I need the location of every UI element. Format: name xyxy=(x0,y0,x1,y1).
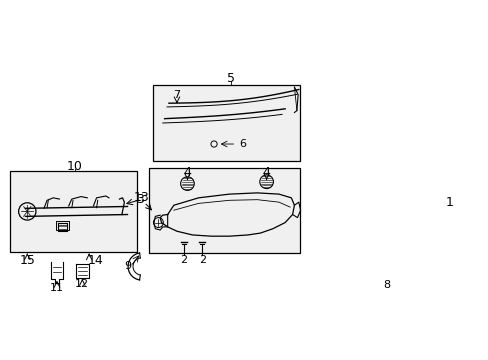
Text: 4: 4 xyxy=(262,166,270,179)
Text: 9: 9 xyxy=(124,261,131,271)
Text: 5: 5 xyxy=(226,72,234,85)
Text: 7: 7 xyxy=(173,90,180,100)
Text: 4: 4 xyxy=(183,166,191,179)
Text: 8: 8 xyxy=(383,280,390,290)
Text: 2: 2 xyxy=(180,255,187,265)
Text: 10: 10 xyxy=(67,160,82,173)
Text: 3: 3 xyxy=(136,193,143,206)
Text: 2: 2 xyxy=(198,255,205,265)
Text: 6: 6 xyxy=(238,139,245,149)
Text: 14: 14 xyxy=(87,255,103,267)
Text: 11: 11 xyxy=(50,283,64,293)
Text: 12: 12 xyxy=(75,279,89,289)
Text: 1: 1 xyxy=(445,195,453,209)
Text: 15: 15 xyxy=(20,255,35,267)
Bar xyxy=(10,171,137,252)
Bar xyxy=(153,85,300,161)
Text: 13: 13 xyxy=(134,191,149,204)
Bar xyxy=(149,168,300,253)
